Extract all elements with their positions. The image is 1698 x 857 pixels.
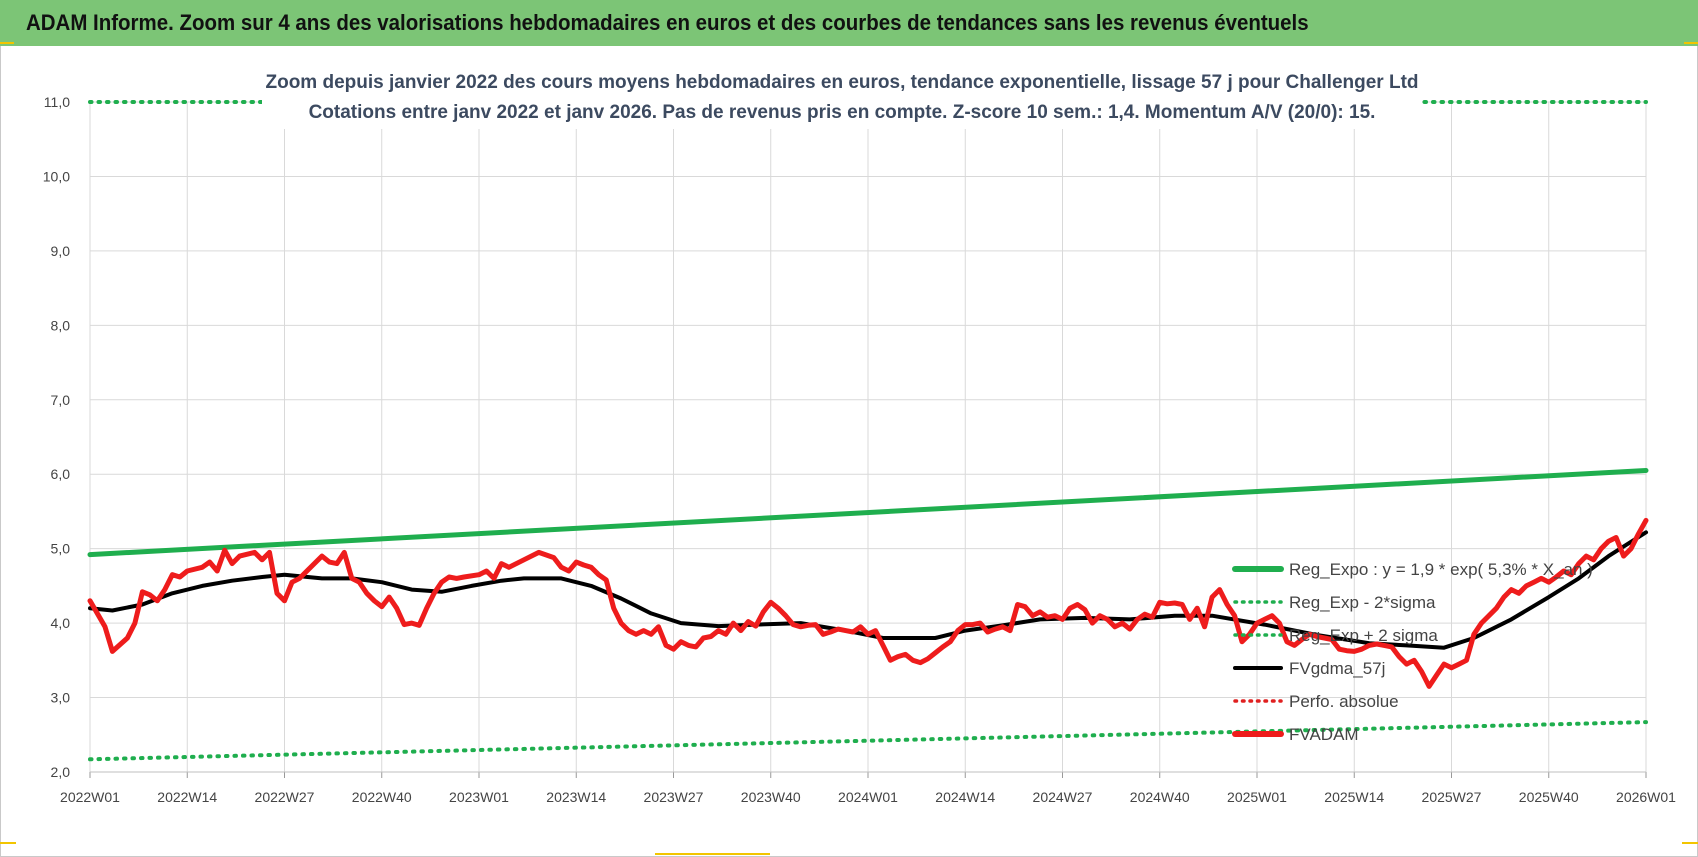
x-tick-label: 2024W14 xyxy=(935,789,995,805)
x-tick-label: 2024W27 xyxy=(1033,789,1093,805)
y-axis: 2,0 3,0 4,0 5,0 6,0 7,0 8,0 9,0 10,0 11,0 xyxy=(43,94,70,780)
x-tick-label: 2022W01 xyxy=(60,789,120,805)
y-tick-label: 8,0 xyxy=(51,317,71,333)
x-tick-label: 2024W40 xyxy=(1130,789,1190,805)
corner-mark-bottom-right xyxy=(1682,842,1698,844)
y-tick-label: 5,0 xyxy=(51,541,71,557)
banner-title: ADAM Informe. Zoom sur 4 ans des valoris… xyxy=(26,10,1309,35)
y-tick-label: 3,0 xyxy=(51,690,71,706)
series-lines xyxy=(87,100,1649,762)
x-tick-label: 2023W14 xyxy=(546,789,606,805)
x-tick-label: 2024W01 xyxy=(838,789,898,805)
x-axis: 2022W01 2022W14 2022W27 2022W40 2023W01 2023W… xyxy=(60,771,1676,805)
x-tick-label: 2023W27 xyxy=(644,789,704,805)
header-banner: ADAM Informe. Zoom sur 4 ans des valoris… xyxy=(0,0,1698,46)
subtitle-background xyxy=(262,63,1422,129)
corner-mark-top-right xyxy=(1684,42,1698,44)
legend-label: FVgdma_57j xyxy=(1289,659,1385,678)
y-tick-label: 6,0 xyxy=(51,466,71,482)
x-tick-label: 2023W01 xyxy=(449,789,509,805)
legend: Reg_Expo : y = 1,9 * exp( 5,3% * X_an ) R… xyxy=(1232,560,1593,744)
x-tick-label: 2022W27 xyxy=(255,789,315,805)
x-tick-label: 2025W27 xyxy=(1422,789,1482,805)
bottom-center-mark xyxy=(655,853,770,855)
gridlines xyxy=(89,101,1647,773)
legend-label: FVADAM xyxy=(1289,725,1359,744)
line-chart: 2022W01 2022W14 2022W27 2022W40 2023W01 2023W… xyxy=(43,63,1676,805)
legend-label: Reg_Exp - 2*sigma xyxy=(1289,593,1436,612)
series-reg-expo-y-1-9-exp-5-3-x-an xyxy=(87,468,1649,558)
corner-mark-top-left xyxy=(0,42,14,44)
x-tick-label: 2025W14 xyxy=(1324,789,1384,805)
y-tick-label: 2,0 xyxy=(51,764,71,780)
corner-mark-bottom-left xyxy=(0,842,16,844)
x-tick-label: 2025W01 xyxy=(1227,789,1287,805)
x-tick-label: 2025W40 xyxy=(1519,789,1579,805)
y-tick-label: 10,0 xyxy=(43,168,70,184)
y-tick-label: 7,0 xyxy=(51,392,71,408)
y-tick-label: 4,0 xyxy=(51,615,71,631)
chart-title: Zoom depuis janvier 2022 des cours moyen… xyxy=(265,72,1418,93)
legend-label: Perfo. absolue xyxy=(1289,692,1399,711)
x-tick-label: 2023W40 xyxy=(741,789,801,805)
legend-label: Reg_Expo : y = 1,9 * exp( 5,3% * X_an ) xyxy=(1289,560,1593,579)
chart-subtitle: Cotations entre janv 2022 et janv 2026. … xyxy=(309,102,1376,123)
y-tick-label: 11,0 xyxy=(44,94,70,110)
x-tick-label: 2026W01 xyxy=(1616,789,1676,805)
x-tick-label: 2022W14 xyxy=(157,789,217,805)
x-tick-label: 2022W40 xyxy=(352,789,412,805)
series-fvadam xyxy=(87,517,1649,689)
y-tick-label: 9,0 xyxy=(51,243,71,259)
legend-label: Reg_Exp + 2 sigma xyxy=(1289,626,1438,645)
